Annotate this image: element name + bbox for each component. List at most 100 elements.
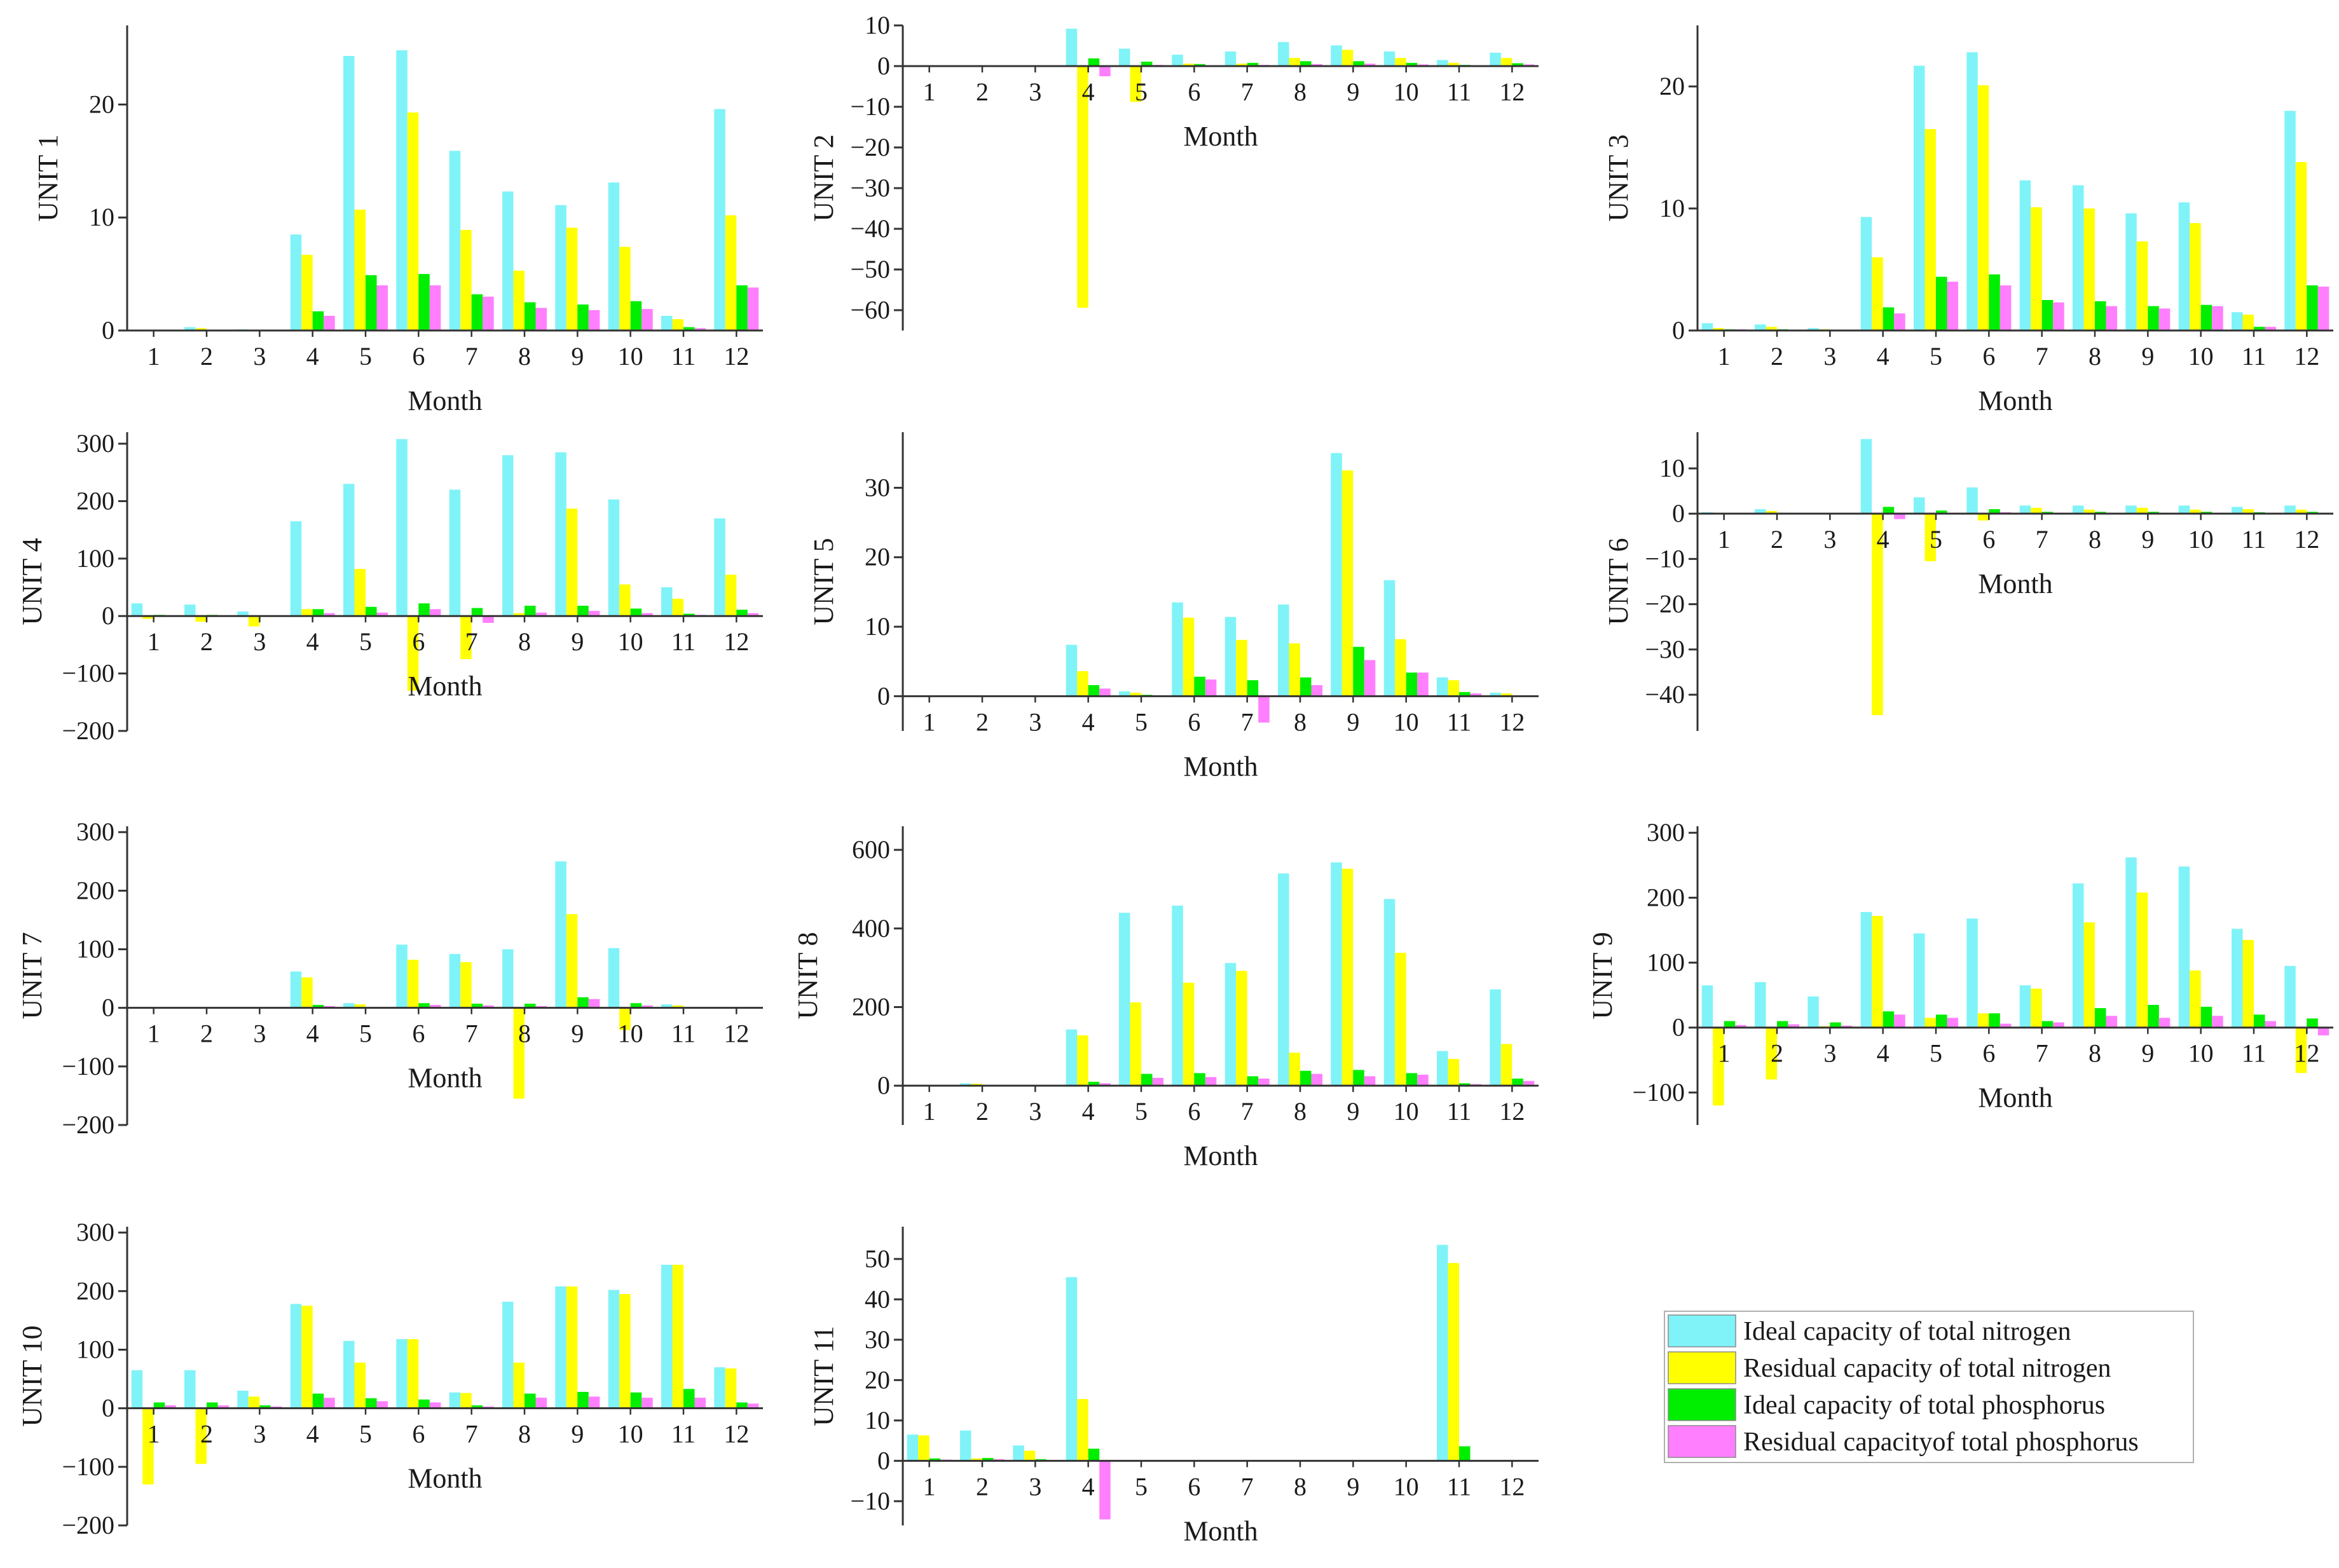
bar-unit1-s2-m2 [195,328,207,331]
bar-unit10-s1-m12 [714,1367,725,1408]
bar-unit3-s1-m3 [1807,328,1819,331]
bar-unit7-s1-m11 [661,1004,673,1008]
bar-unit7-s3-m9 [577,997,589,1008]
bar-unit3-s2-m4 [1872,257,1883,331]
x-tick-label: 7 [2036,1039,2048,1068]
bar-unit3-s4-m5 [1947,282,1958,331]
y-tick-label: 0 [877,1446,890,1475]
bar-unit10-s1-m9 [555,1286,566,1408]
x-tick-label: 9 [571,342,584,371]
x-tick-label: 3 [253,1420,266,1449]
legend-swatch-residual-nitrogen [1668,1351,1736,1384]
y-tick-label: 0 [1672,499,1685,528]
bar-unit10-s3-m5 [366,1398,377,1408]
bar-unit4-s2-m7 [460,616,472,659]
bar-unit9-s1-m12 [2284,965,2296,1028]
bar-unit4-s1-m7 [449,489,461,617]
bar-unit3-s4-m12 [2317,286,2329,331]
bar-unit7-s1-m10 [608,948,620,1008]
bar-unit1-s3-m4 [312,311,324,331]
x-tick-label: 5 [359,627,372,656]
bar-unit8-s3-m10 [1406,1073,1418,1086]
bar-unit5-s1-m5 [1119,691,1130,697]
bar-unit7-s2-m7 [460,962,472,1008]
bar-unit10-s3-m8 [525,1393,536,1408]
bar-unit3-s4-m9 [2158,308,2171,331]
x-tick-label: 11 [2242,342,2267,371]
y-tick-label: −200 [62,1110,114,1139]
bar-unit10-s1-m11 [661,1264,673,1408]
bar-unit2-s2-m12 [1500,58,1512,66]
x-tick-label: 9 [571,627,584,656]
bar-unit3-s3-m5 [1936,276,1947,331]
x-tick-label: 12 [724,627,749,656]
y-tick-label: 0 [102,1394,114,1422]
bar-unit6-s2-m2 [1766,510,1777,514]
bar-unit11-s4-m4 [1099,1461,1111,1520]
bar-unit1-s1-m8 [502,191,514,331]
bar-unit8-s2-m8 [1289,1053,1300,1086]
bar-unit3-s2-m6 [1977,85,1989,331]
bar-unit4-s4-m12 [747,613,759,617]
y-tick-label: 10 [1659,194,1685,222]
bar-unit3-s1-m4 [1860,217,1872,331]
bar-unit9-s1-m3 [1807,996,1819,1028]
bar-unit10-s4-m5 [376,1401,388,1408]
bar-unit3-s3-m4 [1883,307,1895,331]
bar-unit8-s1-m8 [1278,873,1289,1086]
bar-unit1-s1-m10 [608,182,620,331]
bar-unit8-s2-m11 [1448,1059,1459,1086]
bar-unit6-s1-m4 [1860,439,1872,514]
y-tick-label: 200 [1647,883,1685,911]
bar-unit9-s1-m2 [1755,982,1766,1028]
bar-unit8-s3-m6 [1194,1073,1205,1086]
bar-unit9-s2-m11 [2242,939,2254,1028]
y-tick-label: 600 [852,835,890,864]
bar-unit9-s1-m11 [2232,929,2243,1028]
bar-unit1-s3-m11 [683,327,695,331]
x-tick-label: 8 [2089,525,2101,554]
y-tick-label: −100 [62,1452,114,1481]
bar-unit9-s4-m1 [1735,1025,1746,1028]
x-tick-label: 11 [671,627,696,656]
bar-unit6-s2-m6 [1977,514,1989,521]
bar-unit3-s2-m12 [2295,162,2307,331]
bar-unit10-s3-m6 [418,1399,430,1408]
x-tick-label: 1 [923,707,936,736]
bar-unit4-s3-m11 [683,613,695,617]
x-tick-label: 12 [1499,1097,1525,1126]
bar-unit9-s2-m8 [2083,922,2095,1028]
bar-unit3-s4-m11 [2265,327,2276,331]
bar-unit8-s2-m7 [1236,971,1247,1086]
bar-unit6-s2-m8 [2083,509,2095,514]
bar-unit8-s4-m9 [1364,1076,1376,1086]
bar-unit8-s4-m5 [1152,1077,1163,1086]
bar-unit4-s4-m4 [324,613,335,617]
y-tick-label: 20 [865,1365,890,1394]
bar-unit3-s3-m9 [2148,306,2159,331]
bar-unit10-s3-m12 [736,1402,748,1408]
y-axis-title: UNIT 11 [808,1326,839,1426]
bar-unit5-s3-m4 [1088,685,1100,697]
bar-unit1-s1-m9 [555,205,566,331]
x-axis-title: Month [1978,1082,2052,1114]
bar-unit2-s3-m12 [1512,63,1523,66]
bar-unit10-s1-m4 [290,1304,302,1408]
x-tick-label: 7 [465,1420,478,1449]
x-tick-label: 1 [147,1420,160,1449]
bar-unit1-s2-m11 [672,319,683,331]
y-tick-label: 400 [852,914,890,943]
legend-entry-residual-nitrogen: Residual capacity of total nitrogen [1668,1351,2111,1384]
bar-unit6-s1-m6 [1966,487,1978,514]
bar-unit7-s3-m6 [418,1003,430,1008]
x-tick-label: 2 [1771,525,1783,554]
bar-unit2-s1-m8 [1278,42,1289,66]
x-tick-label: 2 [976,1097,989,1126]
y-tick-label: −200 [62,1511,114,1539]
y-tick-label: 200 [852,992,890,1021]
bar-unit2-s3-m8 [1300,61,1312,66]
bar-unit5-s1-m7 [1224,617,1237,697]
bar-unit11-s1-m11 [1437,1244,1448,1461]
bar-unit9-s2-m2 [1766,1027,1777,1080]
